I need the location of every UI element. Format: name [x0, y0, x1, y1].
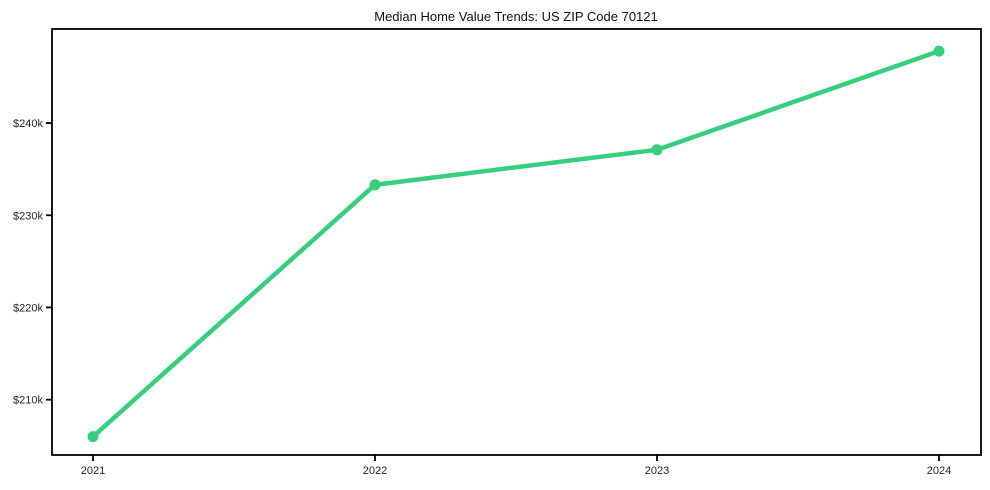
x-tick-label: 2021 [81, 465, 105, 477]
data-point-2021 [87, 431, 99, 443]
axes-frame [51, 28, 982, 456]
y-axis: $210k $220k $230k $240k [13, 118, 52, 407]
line-series [87, 45, 945, 443]
y-tick-label: $230k [13, 210, 43, 222]
y-tick-label: $240k [13, 118, 43, 130]
x-tick-label: 2022 [363, 465, 387, 477]
x-tick-label: 2024 [927, 465, 951, 477]
x-axis: 2021 2022 2023 2024 [81, 455, 951, 477]
x-tick-label: 2023 [645, 465, 669, 477]
data-point-2023 [651, 144, 663, 156]
chart-title: Median Home Value Trends: US ZIP Code 70… [374, 9, 658, 24]
trend-line [90, 48, 942, 439]
plot-frame [51, 28, 982, 456]
y-tick-label: $210k [13, 395, 43, 407]
y-tick-label: $220k [13, 302, 43, 314]
data-point-2022 [369, 179, 381, 191]
data-point-2024 [933, 45, 945, 57]
